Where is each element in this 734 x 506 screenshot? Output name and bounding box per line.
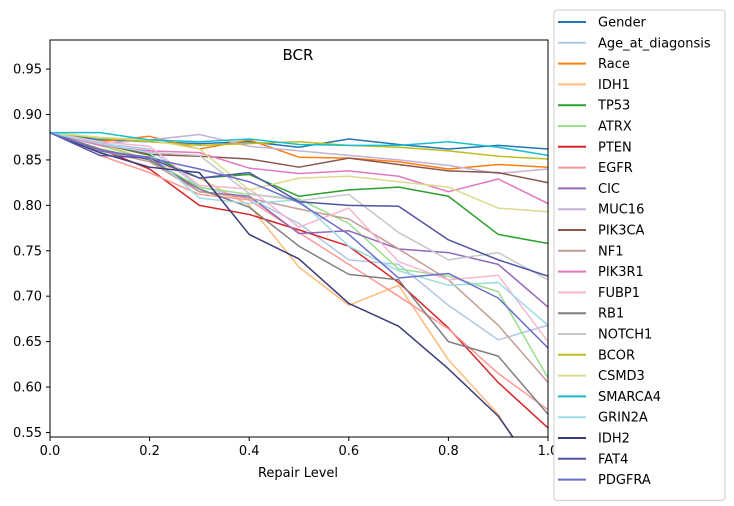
legend: Gender Age_at_diagonsis Race IDH1 TP53 ATRX PT… — [553, 9, 726, 501]
legend-label: EGFR — [598, 161, 633, 176]
y-tick-label: 0.65 — [13, 335, 42, 350]
x-tick-label: 1.0 — [538, 444, 559, 459]
y-tick-label: 0.55 — [13, 426, 42, 441]
legend-label: GRIN2A — [598, 411, 648, 426]
legend-label: NOTCH1 — [598, 328, 652, 343]
x-tick-label: 0.8 — [438, 444, 459, 459]
series-line-1 — [50, 131, 548, 341]
chart-title: BCR — [283, 46, 314, 64]
y-tick-label: 0.85 — [13, 153, 42, 168]
legend-label: PTEN — [598, 140, 632, 155]
x-tick-label: 0.0 — [40, 444, 61, 459]
series-line-13 — [50, 131, 548, 343]
y-tick-label: 0.80 — [13, 199, 42, 214]
legend-label: CIC — [598, 182, 620, 197]
legend-label: PIK3R1 — [598, 265, 644, 280]
y-tick-label: 0.75 — [13, 244, 42, 259]
series-line-22 — [50, 131, 548, 349]
series-line-19 — [50, 131, 548, 326]
legend-label: Gender — [598, 16, 647, 31]
legend-label: PDGFRA — [598, 473, 651, 488]
y-tick-label: 0.95 — [13, 63, 42, 78]
legend-label: MUC16 — [598, 203, 644, 218]
legend-label: Race — [598, 57, 630, 72]
series-line-18 — [50, 131, 548, 157]
series-line-14 — [50, 131, 548, 415]
series-line-17 — [50, 131, 548, 213]
legend-label: CSMD3 — [598, 369, 645, 384]
legend-label: FUBP1 — [598, 286, 640, 301]
x-axis: 0.0 0.2 0.4 0.6 0.8 1.0 — [40, 437, 559, 459]
legend-box — [553, 9, 726, 501]
legend-label: Age_at_diagonsis — [598, 36, 711, 51]
series-layer — [50, 131, 548, 437]
series-line-3 — [50, 131, 513, 437]
x-axis-title: Repair Level — [258, 466, 338, 481]
legend-label: TP53 — [597, 99, 630, 114]
x-tick-label: 0.2 — [139, 444, 160, 459]
legend-label: SMARCA4 — [598, 390, 661, 405]
series-line-20 — [50, 131, 514, 437]
series-line-11 — [50, 131, 548, 383]
x-tick-label: 0.4 — [239, 444, 260, 459]
legend-label: ATRX — [598, 120, 632, 135]
legend-label: BCOR — [598, 348, 635, 363]
series-line-10 — [50, 131, 548, 184]
legend-label: FAT4 — [598, 452, 628, 467]
y-tick-label: 0.60 — [13, 381, 42, 396]
legend-label: IDH1 — [598, 78, 630, 93]
series-line-6 — [50, 131, 548, 429]
y-tick-label: 0.90 — [13, 108, 42, 123]
plot-frame — [49, 39, 549, 438]
x-tick-label: 0.6 — [338, 444, 359, 459]
y-tick-label: 0.70 — [13, 290, 42, 305]
y-axis: 0.55 0.60 0.65 0.70 0.75 0.80 0.85 0.90 0.95 — [13, 63, 50, 441]
series-line-21 — [50, 131, 548, 277]
legend-label: IDH2 — [598, 432, 630, 447]
series-line-16 — [50, 131, 548, 160]
legend-label: RB1 — [598, 307, 624, 322]
legend-label: PIK3CA — [598, 224, 645, 239]
legend-label: NF1 — [598, 244, 623, 259]
